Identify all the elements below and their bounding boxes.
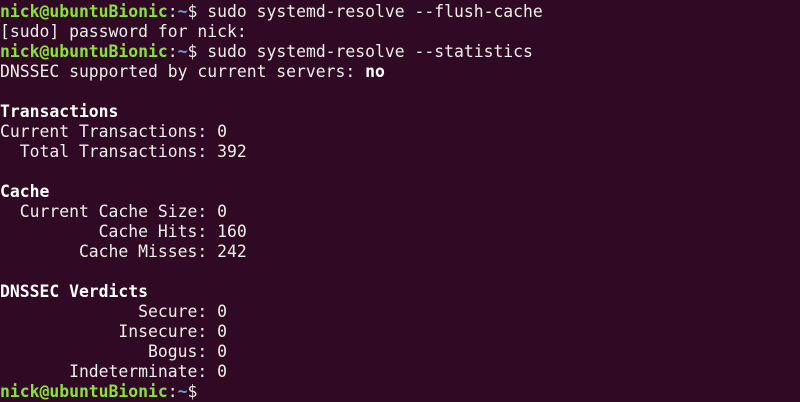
output-line: DNSSEC supported by current servers: no [0, 62, 800, 82]
output-line: Total Transactions: 392 [0, 142, 800, 162]
command-text: sudo systemd-resolve --statistics [207, 42, 533, 61]
output-line [0, 262, 800, 282]
output-text: [sudo] password for nick: [0, 22, 247, 41]
prompt-path: ~ [177, 42, 188, 61]
output-text: Cache Hits: 160 [0, 222, 247, 241]
heading-text: DNSSEC Verdicts [0, 282, 149, 301]
prompt-user-host: nick@ubuntuBionic [0, 382, 168, 401]
output-line: Indeterminate: 0 [0, 362, 800, 382]
prompt-symbol: $ [187, 382, 208, 401]
heading-text: no [365, 62, 385, 81]
output-text: Secure: 0 [0, 302, 227, 321]
output-line: DNSSEC Verdicts [0, 282, 800, 302]
output-text: Current Transactions: 0 [0, 122, 227, 141]
prompt-line: nick@ubuntuBionic:~$ [0, 382, 800, 402]
prompt-separator: : [167, 2, 178, 21]
output-text: Indeterminate: 0 [0, 362, 227, 381]
prompt-path: ~ [177, 382, 188, 401]
output-line: Secure: 0 [0, 302, 800, 322]
output-line: Bogus: 0 [0, 342, 800, 362]
output-line [0, 82, 800, 102]
output-line: Insecure: 0 [0, 322, 800, 342]
output-line [0, 162, 800, 182]
output-line: Cache Hits: 160 [0, 222, 800, 242]
prompt-symbol: $ [187, 42, 208, 61]
output-line: Current Transactions: 0 [0, 122, 800, 142]
prompt-line: nick@ubuntuBionic:~$ sudo systemd-resolv… [0, 42, 800, 62]
output-text: Insecure: 0 [0, 322, 227, 341]
prompt-separator: : [167, 42, 178, 61]
command-text: sudo systemd-resolve --flush-cache [207, 2, 543, 21]
output-text: Cache Misses: 242 [0, 242, 247, 261]
output-line: [sudo] password for nick: [0, 22, 800, 42]
prompt-line: nick@ubuntuBionic:~$ sudo systemd-resolv… [0, 2, 800, 22]
output-line: Current Cache Size: 0 [0, 202, 800, 222]
output-text: Bogus: 0 [0, 342, 227, 361]
output-text: Current Cache Size: 0 [0, 202, 227, 221]
prompt-separator: : [167, 382, 178, 401]
heading-text: Transactions [0, 102, 119, 121]
output-line: Transactions [0, 102, 800, 122]
output-line: Cache Misses: 242 [0, 242, 800, 262]
prompt-symbol: $ [187, 2, 208, 21]
output-line: Cache [0, 182, 800, 202]
output-text: Total Transactions: 392 [0, 142, 247, 161]
prompt-path: ~ [177, 2, 188, 21]
prompt-user-host: nick@ubuntuBionic [0, 42, 168, 61]
prompt-user-host: nick@ubuntuBionic [0, 2, 168, 21]
output-text: DNSSEC supported by current servers: [0, 62, 366, 81]
heading-text: Cache [0, 182, 50, 201]
